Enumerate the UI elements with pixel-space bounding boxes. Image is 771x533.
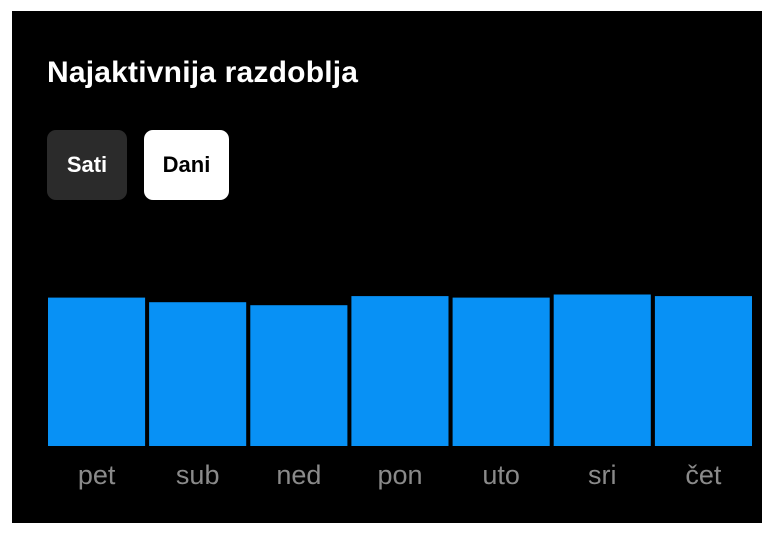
x-tick-label-ned: ned	[276, 460, 321, 490]
bar-pon[interactable]	[351, 296, 449, 446]
activity-bar-chart: pet sub ned pon uto sri čet	[48, 261, 752, 521]
x-tick-label-sub: sub	[176, 460, 220, 490]
bar-chart-svg: pet sub ned pon uto sri čet	[48, 294, 752, 490]
card-title: Najaktivnija razdoblja	[47, 56, 359, 89]
bar-pet[interactable]	[48, 297, 146, 446]
x-tick-label-uto: uto	[482, 460, 520, 490]
x-tick-label-pet: pet	[78, 460, 116, 490]
x-tick-label-sri: sri	[588, 460, 617, 490]
x-tick-label-čet: čet	[685, 460, 722, 490]
bar-uto[interactable]	[452, 297, 550, 446]
days-toggle-button[interactable]: Dani	[144, 130, 229, 200]
bar-ned[interactable]	[250, 305, 348, 446]
bar-sri[interactable]	[553, 294, 651, 447]
most-active-periods-card: Najaktivnija razdoblja Sati Dani pet sub n…	[12, 11, 762, 523]
hours-toggle-button[interactable]: Sati	[47, 130, 127, 200]
bar-čet[interactable]	[654, 296, 752, 446]
x-tick-label-pon: pon	[377, 460, 422, 490]
bar-sub[interactable]	[149, 302, 247, 446]
